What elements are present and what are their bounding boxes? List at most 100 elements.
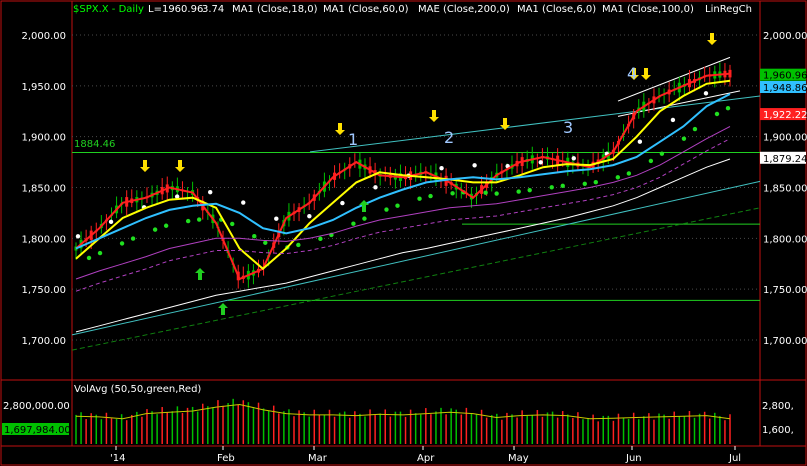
volume-right-tick-1: 2,800, [762, 401, 794, 412]
price-tag-bg [760, 80, 806, 93]
volume-current-tag-bg [2, 423, 69, 435]
price-change: 3.74 [202, 4, 224, 15]
study-dot [560, 183, 565, 189]
time-axis: '14 Feb Mar Apr May Jun Jul [110, 446, 741, 464]
time-label: Apr [417, 453, 435, 464]
trend-lines [71, 56, 761, 351]
study-dot [241, 200, 246, 205]
study-dot [692, 126, 698, 132]
down-arrow [335, 123, 345, 135]
study-dot [582, 181, 587, 186]
study-ma6[interactable]: MA1 (Close,6,0) [517, 4, 596, 15]
price-tag: 1,879.24 [763, 154, 807, 165]
price-tag: 1,922.22 [763, 110, 807, 121]
study-dot [196, 217, 202, 222]
study-dot [538, 160, 543, 165]
study-dot [395, 203, 400, 208]
study-dot [373, 185, 378, 190]
volume-pane [75, 398, 731, 444]
study-dot [152, 227, 158, 232]
price-tag-bg [760, 151, 806, 164]
wave-label-3: 3 [563, 118, 573, 137]
series-line-4 [75, 158, 731, 333]
study-dot [174, 194, 180, 199]
study-ma100[interactable]: MA1 (Close,100,0) [602, 4, 694, 15]
study-dot [494, 191, 499, 196]
price-tick-right: 1,900.00 [763, 133, 807, 144]
grid [72, 34, 760, 341]
time-label: Jun [625, 453, 642, 464]
time-label: Jul [728, 453, 741, 464]
resistance-label: 1884.46 [74, 139, 115, 150]
annotation-arrows [140, 33, 717, 315]
chart-header: $SPX.X - Daily L=1960.96 3.74 MA1 (Close… [73, 4, 752, 15]
series-line-3 [75, 126, 731, 280]
ma100-envelope [75, 138, 731, 292]
wave-label-1: 1 [348, 130, 358, 149]
price-tick-right: 2,000.00 [763, 31, 807, 42]
channel-upper [309, 95, 761, 153]
study-dot [274, 216, 279, 221]
study-dot [571, 156, 576, 161]
study-dot [263, 240, 268, 245]
study-dot [86, 255, 92, 261]
series-line-0 [75, 72, 731, 281]
study-dot [648, 158, 654, 164]
study-dot [163, 223, 169, 228]
study-dot [318, 236, 323, 242]
study-dot [483, 190, 488, 195]
price-tick-right: 1,750.00 [763, 285, 807, 296]
study-dot [516, 189, 521, 194]
volume-right-tick-2: 1,600, [762, 425, 794, 436]
time-label: '14 [110, 453, 125, 464]
study-dot [472, 163, 477, 168]
price-tick-left: 1,800.00 [21, 234, 66, 245]
study-dot [659, 151, 665, 156]
study-ma60[interactable]: MA1 (Close,60,0) [323, 4, 409, 15]
wedge-upper [617, 56, 731, 102]
study-dot [626, 171, 632, 176]
last-price: L=1960.96 [148, 4, 203, 15]
price-tag: 1,948.86 [763, 83, 807, 94]
study-dot [296, 242, 301, 248]
study-dot [714, 111, 720, 117]
study-dot [252, 233, 257, 239]
study-ma18[interactable]: MA1 (Close,18,0) [232, 4, 318, 15]
time-label: Mar [308, 453, 328, 464]
study-linregch[interactable]: LinRegCh [705, 4, 752, 15]
up-arrow [218, 303, 228, 315]
down-arrow [707, 33, 717, 45]
study-dot [615, 175, 621, 180]
wave-label-2: 2 [444, 128, 454, 147]
price-tick-right: 1,800.00 [763, 234, 807, 245]
study-dot [119, 241, 125, 246]
study-dot [351, 221, 356, 226]
study-dot [97, 250, 103, 256]
down-arrow [629, 68, 639, 80]
up-arrow [359, 200, 369, 212]
price-tags: 1,960.961,948.86 1,922.22 1,879.24 [760, 68, 807, 165]
down-arrow [429, 110, 439, 122]
study-dot [340, 200, 345, 206]
volume-current-tag: 1,697,984.00 [4, 425, 71, 436]
study-dot [362, 216, 367, 221]
symbol-label[interactable]: $SPX.X - Daily [73, 4, 144, 15]
time-label: Feb [217, 453, 235, 464]
price-axis: 2,000.002,000.001,950.001,950.001,900.00… [21, 31, 807, 347]
volume-left-tick: 2,800,000.00 [3, 401, 70, 412]
down-arrow [140, 160, 150, 172]
price-tick-left: 2,000.00 [21, 31, 66, 42]
price-tick-right: 1,850.00 [763, 184, 807, 195]
price-tick-left: 1,700.00 [21, 336, 66, 347]
down-arrow [175, 160, 185, 172]
study-mae200[interactable]: MAE (Close,200,0) [418, 4, 510, 15]
study-dot [230, 221, 235, 227]
study-dot [637, 139, 643, 144]
study-dot [208, 189, 213, 195]
study-dot [703, 91, 709, 96]
wave-label-4: 4 [627, 64, 637, 83]
long-ma-line [71, 207, 761, 351]
up-arrow [195, 268, 205, 280]
price-tag-bg [760, 68, 806, 81]
